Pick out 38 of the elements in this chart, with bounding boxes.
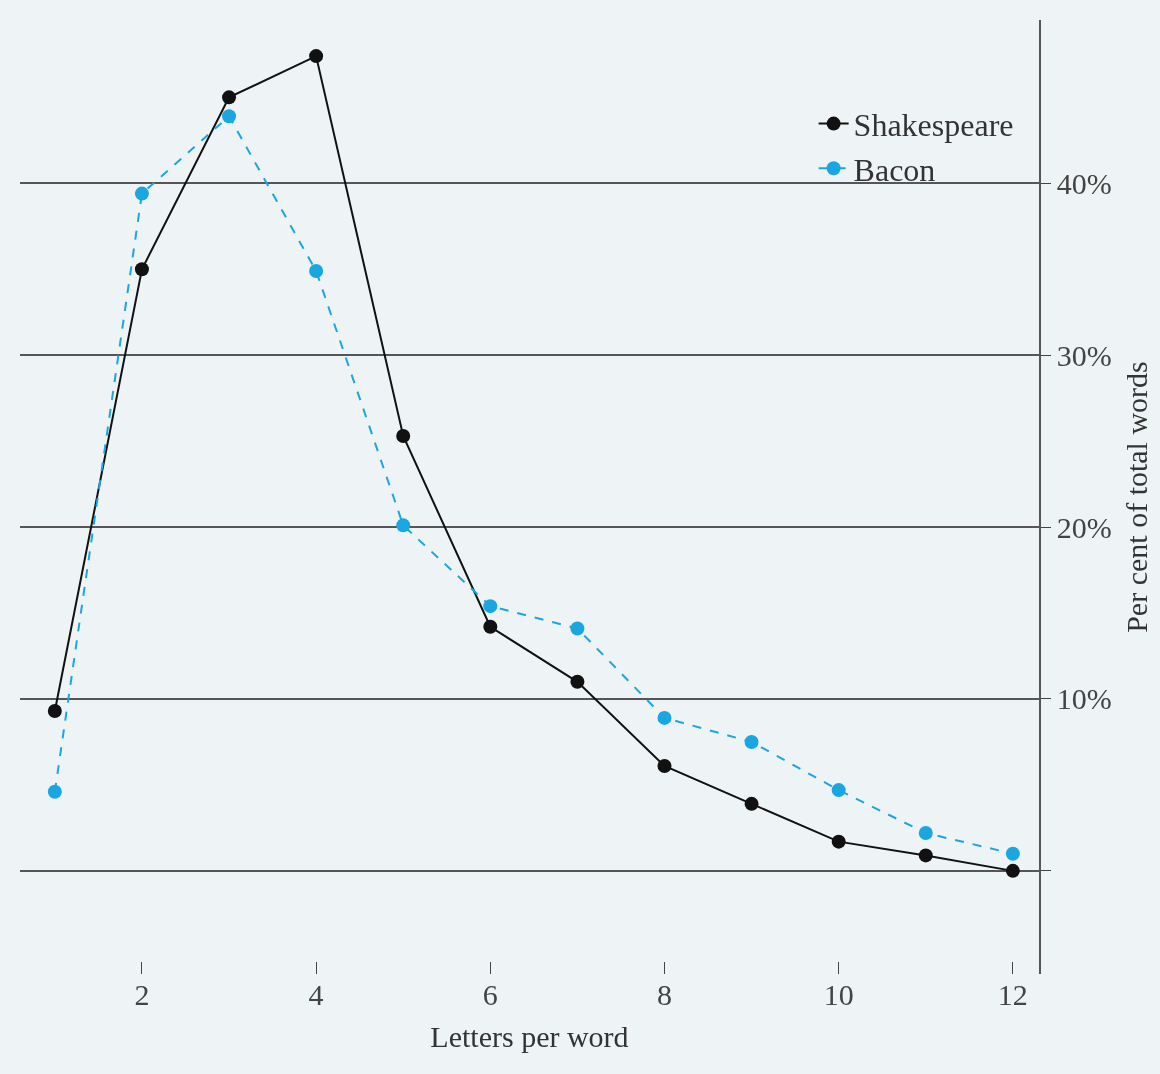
x-tick-label: 4 bbox=[308, 978, 324, 1011]
x-tick-label: 10 bbox=[823, 978, 854, 1011]
point bbox=[222, 90, 237, 105]
point bbox=[570, 674, 585, 689]
x-tick-label: 6 bbox=[482, 978, 498, 1011]
point bbox=[1005, 863, 1020, 878]
legend-label: Bacon bbox=[853, 151, 936, 188]
point bbox=[483, 619, 498, 634]
point bbox=[744, 796, 759, 811]
point bbox=[134, 186, 149, 201]
point bbox=[309, 49, 324, 64]
point bbox=[309, 263, 324, 278]
point bbox=[918, 848, 933, 863]
point bbox=[657, 759, 672, 773]
point bbox=[47, 784, 62, 799]
legend-label: Shakespeare bbox=[853, 107, 1014, 144]
point bbox=[918, 826, 933, 841]
x-axis-title: Letters per word bbox=[430, 1019, 629, 1053]
point bbox=[657, 710, 672, 725]
y-tick-label: 40% bbox=[1056, 166, 1112, 200]
point bbox=[570, 621, 585, 636]
x-tick-label: 8 bbox=[657, 978, 672, 1011]
x-tick-label: 2 bbox=[134, 978, 150, 1011]
point bbox=[396, 518, 411, 533]
point bbox=[744, 734, 759, 749]
point bbox=[1005, 846, 1020, 861]
x-tick-label: 12 bbox=[997, 978, 1028, 1011]
y-axis-title: Per cent of total words bbox=[1119, 361, 1153, 633]
point bbox=[134, 262, 149, 277]
point bbox=[222, 109, 237, 124]
point bbox=[396, 428, 411, 443]
point bbox=[47, 704, 62, 718]
y-tick-label: 30% bbox=[1056, 338, 1112, 372]
y-tick-label: 20% bbox=[1056, 510, 1112, 544]
y-tick-label: 10% bbox=[1056, 682, 1112, 716]
point bbox=[831, 834, 846, 849]
point bbox=[483, 599, 498, 614]
point bbox=[831, 783, 846, 798]
